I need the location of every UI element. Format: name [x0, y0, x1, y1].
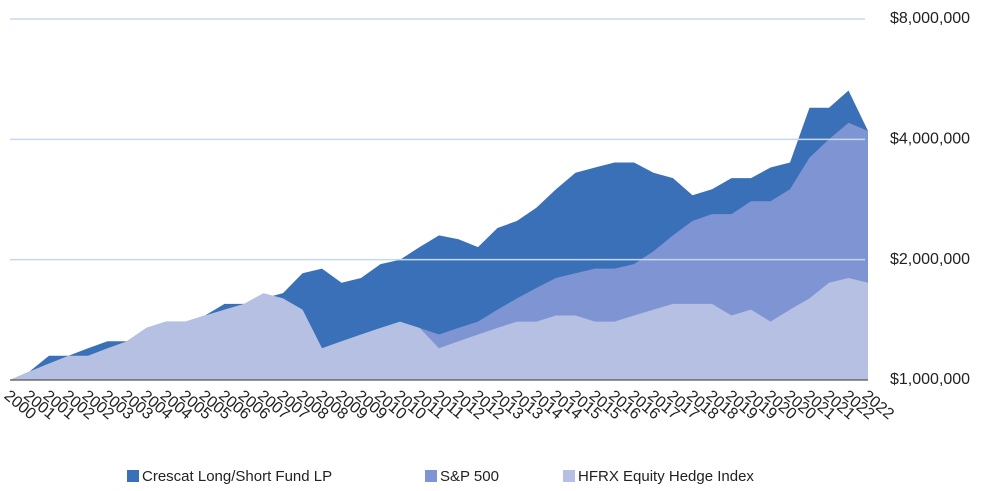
legend-label: Crescat Long/Short Fund LP: [142, 468, 332, 485]
legend-swatch: [563, 470, 575, 482]
legend-swatch: [425, 470, 437, 482]
y-tick-label: $8,000,000: [890, 10, 970, 27]
y-tick-label: $1,000,000: [890, 371, 970, 388]
legend: Crescat Long/Short Fund LP S&P 500 HFRX Eq…: [127, 468, 754, 485]
legend-label: HFRX Equity Hedge Index: [578, 468, 754, 485]
legend-swatch: [127, 470, 139, 482]
y-tick-label: $2,000,000: [890, 251, 970, 268]
area: [10, 278, 868, 380]
legend-label: S&P 500: [440, 468, 499, 485]
y-tick-label: $4,000,000: [890, 131, 970, 148]
